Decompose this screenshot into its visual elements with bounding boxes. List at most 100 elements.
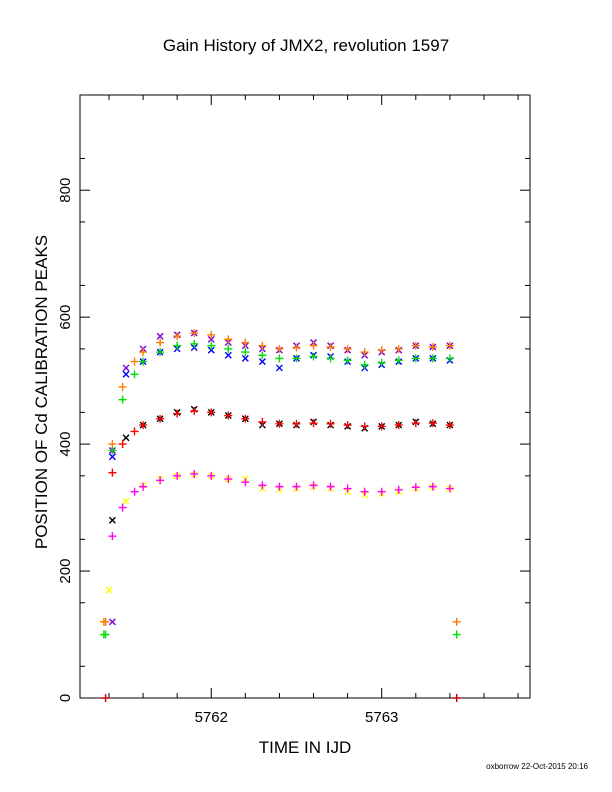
series-8-point xyxy=(452,617,461,626)
series-7-point xyxy=(275,482,284,491)
series-7-point xyxy=(309,481,318,490)
series-7-point xyxy=(173,471,182,480)
series-7-point xyxy=(241,478,250,487)
series-7-point xyxy=(394,485,403,494)
series-6-point xyxy=(360,422,369,431)
series-5-point xyxy=(258,351,267,360)
series-5-point xyxy=(130,370,139,379)
series-5-point xyxy=(224,344,233,353)
series-7-point xyxy=(428,482,437,491)
series-1-point xyxy=(275,364,283,372)
series-7-point xyxy=(207,471,216,480)
series-1-point xyxy=(258,358,266,366)
series-0-point xyxy=(122,364,130,372)
chart-title: Gain History of JMX2, revolution 1597 xyxy=(162,36,450,55)
series-6-point xyxy=(377,422,386,431)
series-6-point xyxy=(258,417,267,426)
series-4-point xyxy=(156,338,165,347)
series-8-point xyxy=(101,617,110,626)
y-axis-label: POSITION OF Cd CALIBRATION PEAKS xyxy=(32,234,51,550)
series-7-point xyxy=(130,487,139,496)
series-4-point xyxy=(309,341,318,350)
x-tick-label: 5762 xyxy=(195,709,228,726)
series-11-point xyxy=(101,694,110,702)
x-tick-label: 5763 xyxy=(365,709,398,726)
series-11-point xyxy=(452,694,461,702)
series-4-point xyxy=(130,357,139,366)
series-5-point xyxy=(343,356,352,365)
series-7-point xyxy=(343,484,352,493)
series-5-point xyxy=(411,354,420,363)
series-1-point xyxy=(241,354,249,362)
series-5-point xyxy=(156,348,165,357)
series-5-point xyxy=(190,339,199,348)
series-6-point xyxy=(428,419,437,428)
series-7-point xyxy=(258,481,267,490)
y-tick-label: 600 xyxy=(57,305,74,330)
series-7-point xyxy=(108,532,117,541)
series-3-point xyxy=(122,497,130,505)
series-6-point xyxy=(343,421,352,430)
series-7-point xyxy=(190,469,199,478)
series-5-point xyxy=(292,354,301,363)
series-4-point xyxy=(207,330,216,339)
series-7-point xyxy=(292,482,301,491)
series-6-point xyxy=(207,408,216,417)
series-4-point xyxy=(275,344,284,353)
series-4-point xyxy=(241,338,250,347)
series-6-point xyxy=(326,419,335,428)
series-7-point xyxy=(224,475,233,484)
series-5-point xyxy=(377,358,386,367)
series-7-point xyxy=(445,484,454,493)
series-4-point xyxy=(377,346,386,355)
series-0-point xyxy=(207,335,215,343)
series-5-point xyxy=(207,341,216,350)
series-6-point xyxy=(241,414,250,423)
series-4-point xyxy=(118,382,127,391)
series-1-point xyxy=(207,346,215,354)
series-1-point xyxy=(224,351,232,359)
series-2-point xyxy=(122,434,130,442)
series-5-point xyxy=(309,352,318,361)
footer-credit: oxborrow 22-Oct-2015 20:16 xyxy=(486,762,588,771)
series-7-point xyxy=(326,482,335,491)
series-4-point xyxy=(394,344,403,353)
series-6-point xyxy=(118,440,127,449)
series-7-point xyxy=(411,483,420,492)
series-6-point xyxy=(130,427,139,436)
series-9-point xyxy=(101,630,110,639)
series-6-point xyxy=(139,421,148,430)
series-5-point xyxy=(118,395,127,404)
series-9-point xyxy=(452,630,461,639)
series-6-point xyxy=(156,414,165,423)
series-4-point xyxy=(326,342,335,351)
series-1-point xyxy=(122,370,130,378)
series-7-point xyxy=(139,482,148,491)
series-2-point xyxy=(108,516,116,524)
series-4-point xyxy=(428,342,437,351)
series-6-point xyxy=(108,468,117,477)
series-4-point xyxy=(411,341,420,350)
series-7-point xyxy=(156,476,165,485)
series-4-point xyxy=(224,335,233,344)
series-3-point xyxy=(105,586,113,594)
series-7-point xyxy=(377,487,386,496)
y-tick-label: 800 xyxy=(57,178,74,203)
y-tick-label: 400 xyxy=(57,432,74,457)
series-5-point xyxy=(108,446,117,455)
series-6-point xyxy=(292,419,301,428)
series-6-point xyxy=(224,411,233,420)
series-6-point xyxy=(190,407,199,416)
series-0-point xyxy=(156,332,164,340)
series-10-point xyxy=(108,618,116,626)
series-7-point xyxy=(360,487,369,496)
plot-frame xyxy=(79,94,531,699)
series-7-point xyxy=(118,503,127,512)
series-4-point xyxy=(343,344,352,353)
series-6-point xyxy=(173,409,182,418)
series-5-point xyxy=(360,360,369,369)
series-5-point xyxy=(445,354,454,363)
series-5-point xyxy=(139,357,148,366)
series-6-point xyxy=(394,421,403,430)
